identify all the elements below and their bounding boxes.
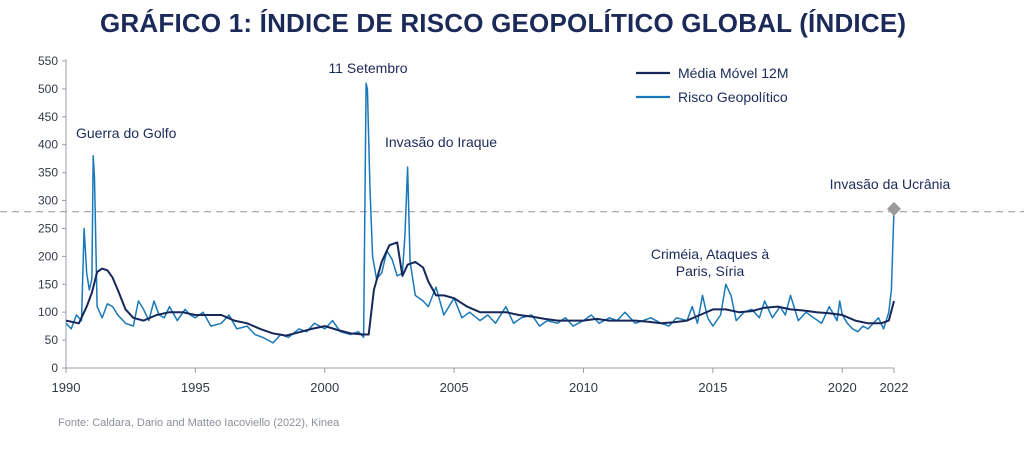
y-tick-label: 100 [38,305,58,319]
y-tick-label: 400 [38,138,58,152]
y-tick-label: 350 [38,166,58,180]
x-tick-label: 2020 [828,380,857,395]
y-tick-label: 500 [38,82,58,96]
y-tick-label: 200 [38,249,58,263]
x-tick-label: 2000 [310,380,339,395]
ukraine-marker [887,201,901,216]
annotation-label: Invasão do Iraque [385,134,497,150]
x-tick-label: 1995 [181,380,210,395]
x-tick-label: 2022 [880,380,909,395]
annotation-label: Paris, Síria [676,263,745,279]
x-tick-label: 2005 [440,380,469,395]
y-tick-label: 50 [45,333,59,347]
x-tick-label: 1990 [52,380,81,395]
annotation-label: 11 Setembro [328,60,407,76]
series-line-ma [65,241,895,337]
source-note: Fonte: Caldara, Dario and Matteo Iacovie… [58,417,340,429]
annotation-label: Criméia, Ataques à [651,246,769,262]
series-line-risk [65,82,895,344]
y-tick-label: 0 [51,361,58,375]
series-group [65,82,901,344]
annotations-group: Guerra do Golfo 11 Setembro Invasão do Ira… [76,60,951,279]
legend-label-risk: Risco Geopolítico [678,89,788,105]
chart-axes: 0 50 100 150 200 250 300 350 400 450 500 550 1990 199… [38,54,908,395]
y-tick-label: 450 [38,110,58,124]
annotation-label: Invasão da Ucrânia [830,176,951,192]
legend-label-ma: Média Móvel 12M [678,65,789,81]
y-tick-label: 250 [38,221,58,235]
y-tick-label: 550 [38,54,58,68]
annotation-label: Guerra do Golfo [76,125,177,141]
y-tick-label: 300 [38,194,58,208]
x-tick-label: 2010 [569,380,598,395]
x-tick-label: 2015 [698,380,727,395]
chart-title: GRÁFICO 1: ÍNDICE DE RISCO GEOPOLÍTICO G… [100,8,907,38]
legend: Média Móvel 12M Risco Geopolítico [636,65,789,105]
y-tick-label: 150 [38,277,58,291]
